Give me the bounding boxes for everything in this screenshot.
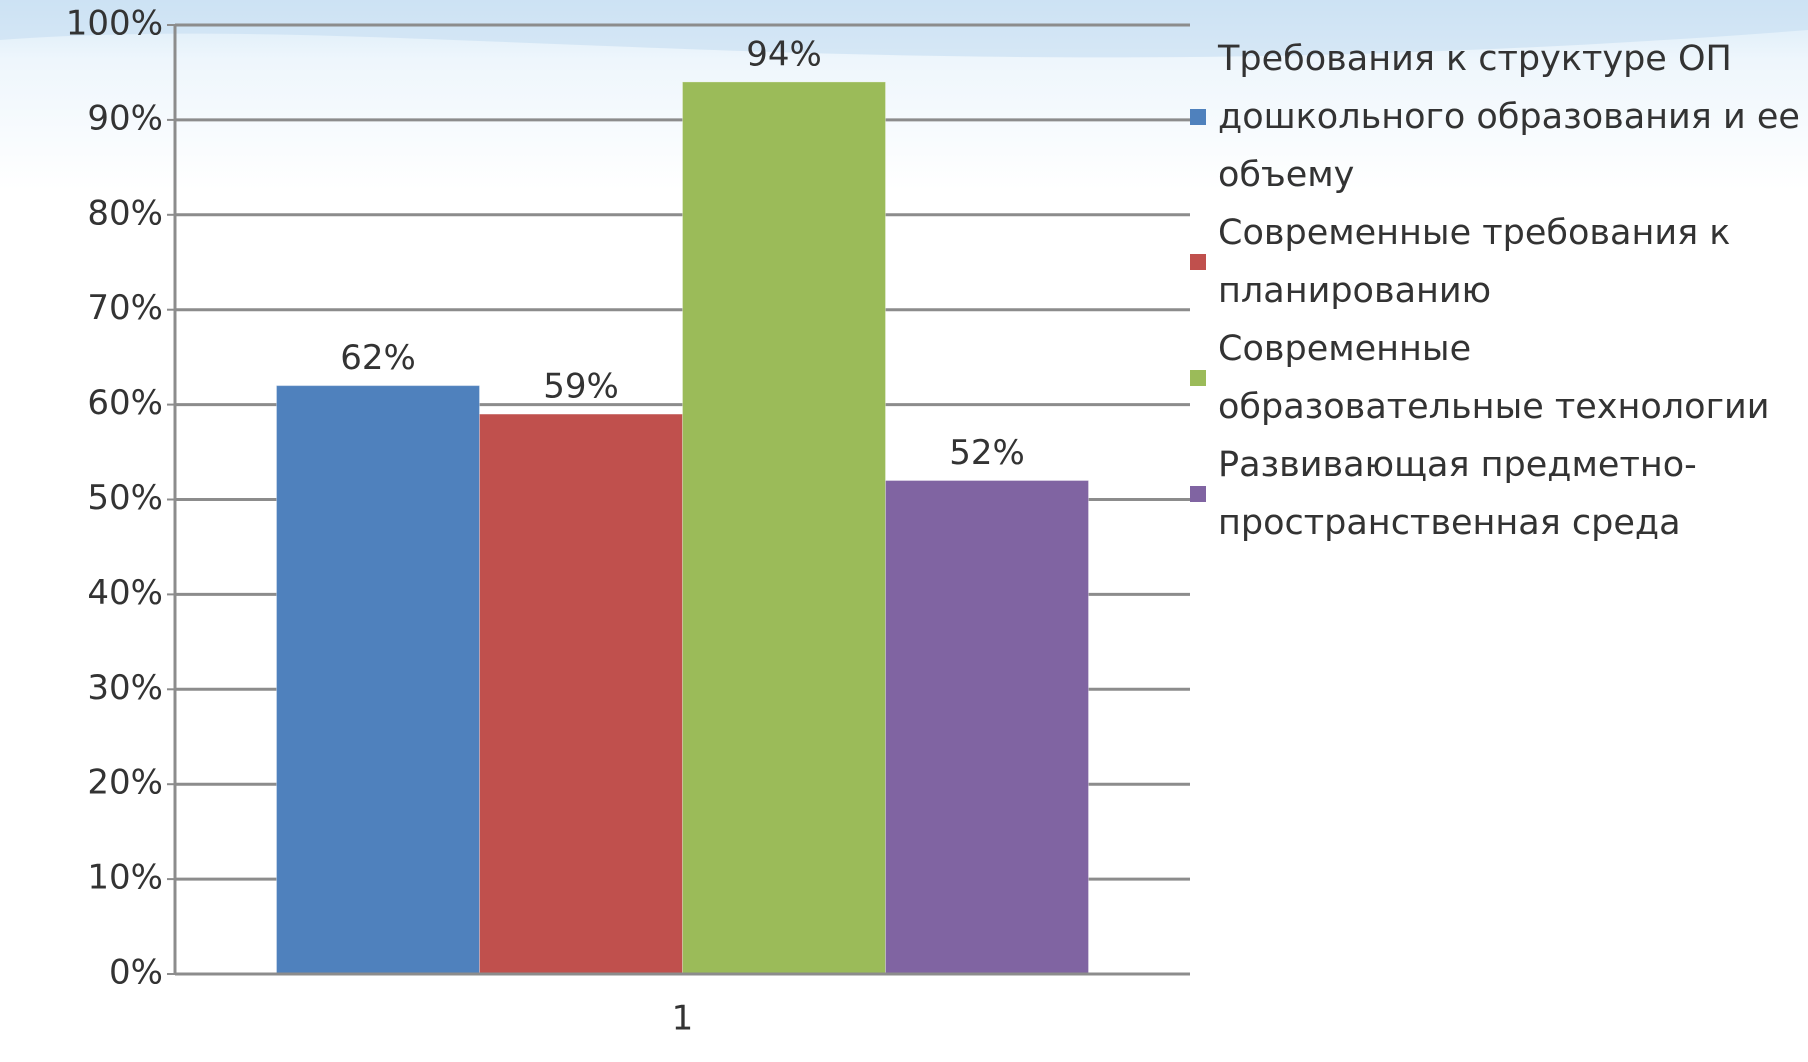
y-tick-label: 50% [87,478,163,518]
legend-entry: Требования к структуре ОП дошкольного об… [1190,30,1800,204]
background-swoosh [0,0,1808,58]
bar [276,385,480,975]
legend-entry: Современные требования к планированию [1190,204,1800,320]
bar [885,480,1089,975]
y-tick-label: 60% [87,383,163,423]
legend-swatch [1190,486,1206,502]
y-tick-label: 30% [87,668,163,708]
legend-swatch [1190,109,1206,125]
legend: Требования к структуре ОП дошкольного об… [1190,30,1800,552]
legend-label: Современные образовательные технологии [1218,329,1770,427]
y-tick-label: 80% [87,193,163,233]
data-label: 62% [340,338,416,378]
data-label: 94% [746,34,822,74]
legend-swatch [1190,254,1206,270]
legend-label: Требования к структуре ОП дошкольного об… [1218,39,1800,195]
y-tick-label: 0% [109,953,163,993]
y-tick-label: 20% [87,763,163,803]
legend-swatch [1190,370,1206,386]
bar [682,81,886,975]
legend-entry: Развивающая предметно-пространственная с… [1190,436,1800,552]
legend-entry: Современные образовательные технологии [1190,320,1800,436]
bar [479,413,683,975]
y-tick-label: 40% [87,573,163,613]
data-label: 52% [949,433,1025,473]
y-tick-label: 90% [87,98,163,138]
legend-label: Современные требования к планированию [1218,213,1731,311]
y-tick-label: 70% [87,288,163,328]
y-tick-label: 100% [66,4,163,44]
data-label: 59% [543,367,619,407]
x-tick-label: 1 [672,999,694,1039]
y-tick-label: 10% [87,858,163,898]
legend-label: Развивающая предметно-пространственная с… [1218,445,1697,543]
